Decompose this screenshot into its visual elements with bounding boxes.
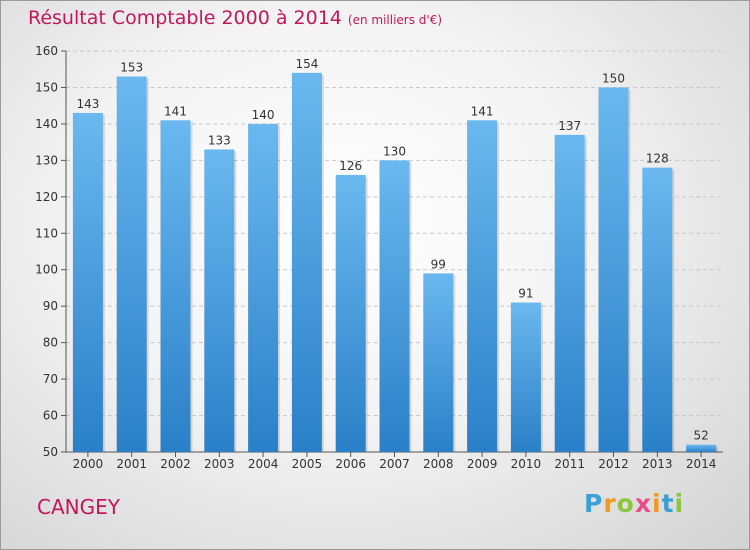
- bar-2011: [554, 134, 585, 452]
- data-label: 52: [693, 429, 708, 443]
- data-label: 137: [558, 119, 581, 133]
- bar-2005: [291, 72, 322, 452]
- data-label: 141: [164, 104, 187, 118]
- bar-2004: [248, 123, 279, 452]
- x-tick-label: 2003: [204, 457, 235, 471]
- x-tick-label: 2010: [511, 457, 542, 471]
- brand-letter: x: [634, 489, 652, 518]
- x-tick-label: 2000: [73, 457, 104, 471]
- x-tick-label: 2002: [160, 457, 191, 471]
- y-tick-label: 160: [35, 44, 58, 58]
- location-name: CANGEY: [37, 495, 120, 519]
- y-tick-label: 50: [43, 445, 58, 459]
- x-tick-label: 2008: [423, 457, 454, 471]
- data-label: 150: [602, 71, 625, 85]
- brand-logo: Proxiti: [584, 489, 684, 518]
- data-label: 126: [339, 159, 362, 173]
- brand-letter: t: [661, 489, 675, 518]
- y-tick-label: 60: [43, 409, 58, 423]
- x-tick-label: 2005: [292, 457, 323, 471]
- bar-2001: [116, 76, 147, 452]
- y-tick-label: 110: [35, 226, 58, 240]
- bar-2002: [160, 120, 191, 452]
- y-tick-label: 150: [35, 80, 58, 94]
- y-tick-label: 140: [35, 117, 58, 131]
- y-tick-label: 130: [35, 153, 58, 167]
- brand-letter: i: [674, 489, 685, 518]
- data-label: 99: [431, 257, 446, 271]
- bar-2012: [598, 87, 629, 453]
- data-label: 141: [471, 104, 494, 118]
- x-tick-label: 2011: [554, 457, 585, 471]
- x-tick-label: 2009: [467, 457, 498, 471]
- data-labels: 143 153 141 133 140 154 126 130 99 141 91 137 150 128…: [76, 57, 708, 443]
- chart-title-text: Résultat Comptable 2000 à 2014: [28, 7, 342, 29]
- y-tick-label: 70: [43, 372, 58, 386]
- x-tick-label: 2004: [248, 457, 279, 471]
- x-tick-label: 2007: [379, 457, 410, 471]
- x-tick-label: 2001: [116, 457, 147, 471]
- bar-2014: [686, 444, 717, 452]
- data-label: 128: [646, 152, 669, 166]
- data-label: 154: [295, 57, 318, 71]
- bar-2006: [335, 174, 366, 453]
- data-label: 140: [252, 108, 275, 122]
- x-tick-label: 2012: [598, 457, 629, 471]
- brand-letter: o: [616, 489, 635, 518]
- x-tick-label: 2013: [642, 457, 673, 471]
- data-label: 153: [120, 61, 143, 75]
- data-label: 130: [383, 144, 406, 158]
- bar-2008: [423, 273, 454, 452]
- y-tick-label: 80: [43, 336, 58, 350]
- bars: [72, 72, 719, 453]
- brand-letter: r: [603, 489, 617, 518]
- chart-title: Résultat Comptable 2000 à 2014 (en millie…: [28, 7, 442, 29]
- y-tick-label: 100: [35, 263, 58, 277]
- brand-letter: i: [652, 489, 662, 518]
- data-label: 143: [76, 97, 99, 111]
- brand-letter: P: [584, 489, 604, 518]
- data-label: 133: [208, 133, 231, 147]
- bar-2013: [642, 167, 673, 452]
- data-label: 91: [518, 287, 533, 301]
- chart-subtitle: (en milliers d'€): [347, 13, 443, 27]
- bar-2000: [72, 112, 103, 453]
- x-tick-label: 2006: [335, 457, 366, 471]
- x-tick-label: 2014: [686, 457, 717, 471]
- bar-2009: [467, 120, 498, 452]
- bar-2010: [510, 302, 541, 452]
- bar-2007: [379, 160, 410, 452]
- bar-2003: [204, 149, 235, 452]
- y-tick-label: 120: [35, 190, 58, 204]
- y-tick-label: 90: [43, 299, 58, 313]
